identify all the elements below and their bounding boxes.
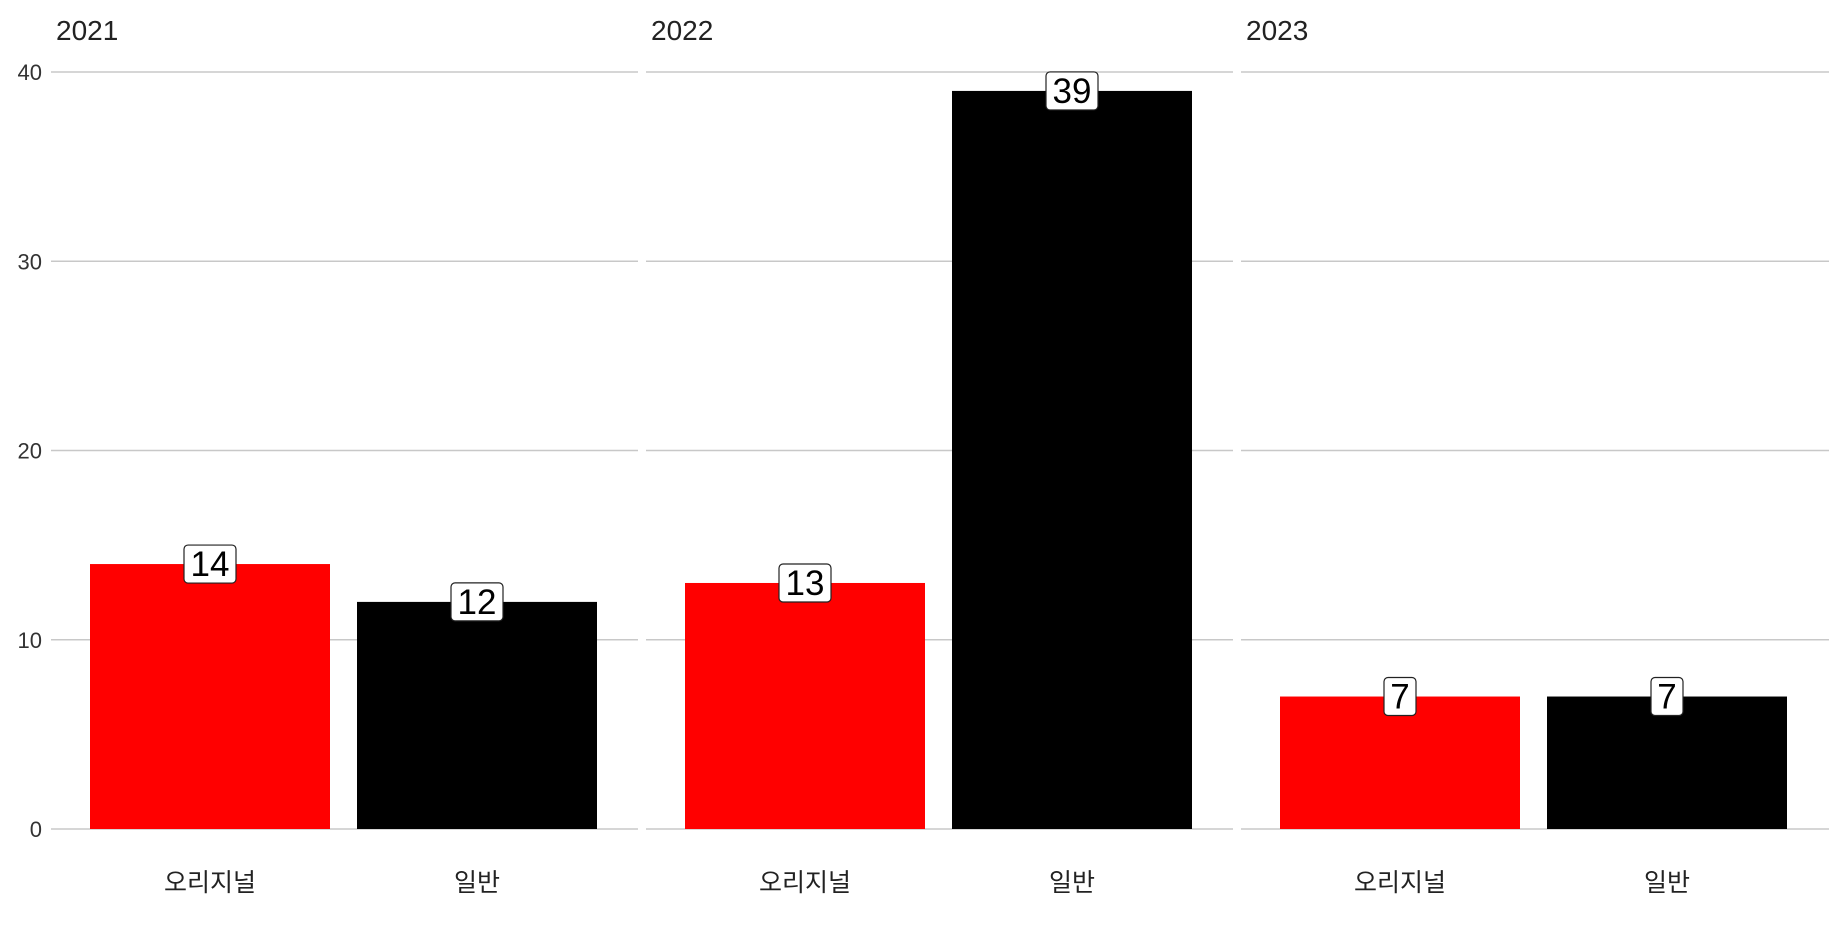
bar	[685, 582, 925, 829]
data-label-box	[183, 544, 237, 584]
y-tick-label: 20	[18, 439, 42, 464]
category-label: 오리지널	[164, 869, 256, 897]
panel-title: 2021	[56, 15, 118, 46]
data-label: 12	[458, 583, 497, 622]
data-label: 13	[786, 564, 825, 603]
data-label: 14	[191, 545, 230, 584]
category-label: 일반	[454, 869, 500, 897]
category-label: 오리지널	[759, 869, 851, 897]
y-tick-label: 40	[18, 60, 42, 85]
bar	[1280, 696, 1520, 829]
data-label-box	[1383, 676, 1417, 717]
data-label-box	[450, 582, 504, 622]
bar	[90, 564, 330, 829]
panel-title: 2022	[651, 15, 713, 46]
data-label-box	[1045, 71, 1099, 111]
bar	[357, 601, 597, 829]
bar	[1547, 696, 1787, 829]
data-label-box	[778, 563, 832, 603]
category-label: 오리지널	[1354, 869, 1446, 897]
data-label: 39	[1053, 72, 1092, 111]
data-label: 7	[1390, 678, 1409, 717]
y-tick-label: 30	[18, 249, 42, 274]
y-tick-label: 0	[30, 817, 42, 842]
category-label: 일반	[1644, 869, 1690, 897]
category-label: 일반	[1049, 869, 1095, 897]
panel-title: 2023	[1246, 15, 1308, 46]
y-tick-label: 10	[18, 628, 42, 653]
data-label-box	[1650, 676, 1684, 717]
data-label: 7	[1657, 678, 1676, 717]
bar	[952, 90, 1192, 830]
